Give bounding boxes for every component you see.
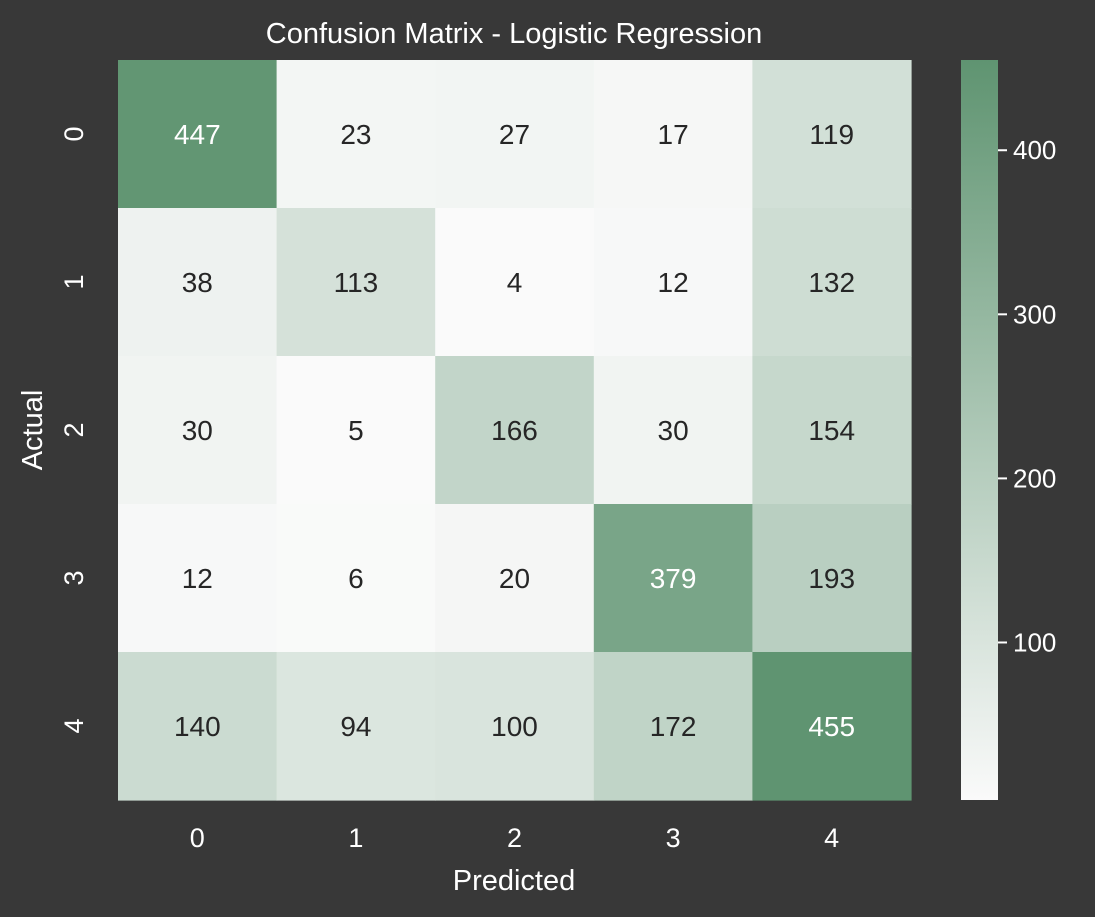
heatmap-cell <box>593 504 753 653</box>
heatmap-cell <box>276 504 436 653</box>
colorbar-tick-label: 100 <box>1013 627 1056 657</box>
x-tick-label: 3 <box>666 823 681 853</box>
heatmap-cell <box>118 208 278 357</box>
cell-value-label: 166 <box>491 415 538 446</box>
heatmap-cell <box>435 652 595 801</box>
colorbar-tick-label: 300 <box>1013 299 1056 329</box>
cell-value-label: 12 <box>658 267 689 298</box>
heatmap-cell <box>752 60 912 209</box>
y-axis-label: Actual <box>17 390 49 471</box>
x-axis-label: Predicted <box>453 865 576 897</box>
heatmap-cell <box>118 356 278 505</box>
x-tick-label: 0 <box>190 823 205 853</box>
heatmap-cell <box>276 356 436 505</box>
x-axis-ticks: 0 1 2 3 4 <box>190 823 839 853</box>
cell-value-label: 27 <box>499 119 530 150</box>
heatmap-cell <box>118 60 278 209</box>
heatmap-cell <box>276 208 436 357</box>
heatmap-cell <box>752 356 912 505</box>
cell-value-label: 30 <box>658 415 689 446</box>
cell-value-label: 4 <box>507 267 523 298</box>
cell-value-label: 193 <box>808 563 855 594</box>
heatmap-cell <box>276 652 436 801</box>
heatmap-cell <box>118 652 278 801</box>
heatmap-cell <box>435 208 595 357</box>
cell-value-label: 100 <box>491 711 538 742</box>
cell-value-label: 23 <box>340 119 371 150</box>
heatmap-cell <box>435 504 595 653</box>
cell-value-label: 379 <box>650 563 697 594</box>
cell-value-label: 154 <box>808 415 855 446</box>
x-tick-label: 2 <box>507 823 522 853</box>
heatmap-cell <box>435 60 595 209</box>
cell-value-label: 172 <box>650 711 697 742</box>
cell-labels: 447 23 27 17 119 38 113 4 12 132 30 5 166 30 154 12 6 20 3… <box>174 119 855 742</box>
x-tick-label: 4 <box>824 823 839 853</box>
heatmap-cell <box>752 208 912 357</box>
cell-value-label: 5 <box>348 415 364 446</box>
cell-value-label: 20 <box>499 563 530 594</box>
y-tick-label: 3 <box>59 570 89 585</box>
cell-value-label: 17 <box>658 119 689 150</box>
x-tick-label: 1 <box>348 823 363 853</box>
y-tick-label: 1 <box>59 274 89 289</box>
cell-value-label: 140 <box>174 711 221 742</box>
cell-value-label: 132 <box>808 267 855 298</box>
y-tick-label: 4 <box>59 718 89 733</box>
heatmap-cell <box>435 356 595 505</box>
colorbar-tick-label: 400 <box>1013 135 1056 165</box>
heatmap-cell <box>118 504 278 653</box>
colorbar-tick-label: 200 <box>1013 463 1056 493</box>
colorbar-ticks: 100 200 300 400 <box>998 135 1056 657</box>
cell-value-label: 30 <box>182 415 213 446</box>
heatmap-cell <box>276 60 436 209</box>
heatmap-cell <box>593 208 753 357</box>
chart-title: Confusion Matrix - Logistic Regression <box>266 18 762 50</box>
heatmap-cells <box>118 60 912 801</box>
cell-value-label: 113 <box>334 267 379 298</box>
cell-value-label: 6 <box>348 563 364 594</box>
colorbar <box>961 60 998 800</box>
y-axis-ticks: 0 1 2 3 4 <box>59 126 89 733</box>
heatmap-cell <box>593 652 753 801</box>
cell-value-label: 455 <box>808 711 855 742</box>
heatmap-cell <box>593 356 753 505</box>
heatmap-cell <box>752 504 912 653</box>
y-tick-label: 2 <box>59 422 89 437</box>
heatmap-cell <box>752 652 912 801</box>
y-tick-label: 0 <box>59 126 89 141</box>
cell-value-label: 12 <box>182 563 213 594</box>
cell-value-label: 447 <box>174 119 221 150</box>
heatmap-cell <box>593 60 753 209</box>
cell-value-label: 119 <box>809 119 854 150</box>
cell-value-label: 38 <box>182 267 213 298</box>
cell-value-label: 94 <box>340 711 371 742</box>
